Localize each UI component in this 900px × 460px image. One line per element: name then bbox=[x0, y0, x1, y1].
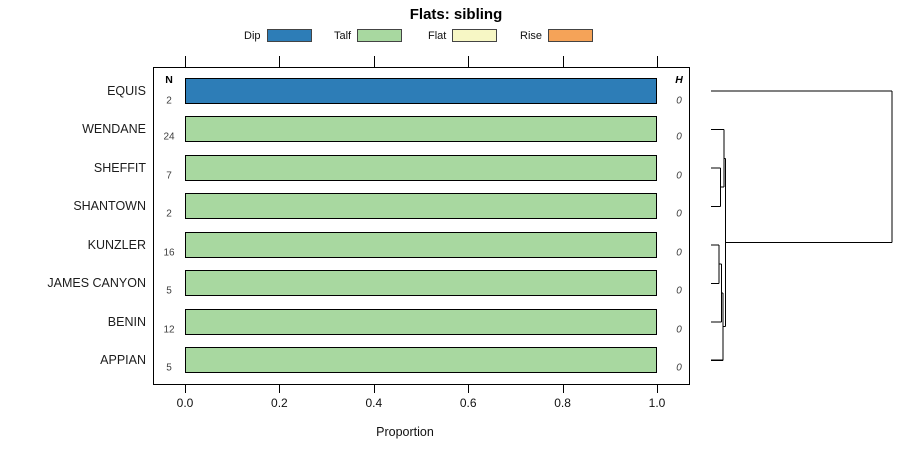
legend-item-talf: Talf bbox=[334, 29, 403, 42]
legend-label: Talf bbox=[334, 29, 352, 42]
category-label: JAMES CANYON bbox=[47, 276, 146, 291]
legend-label: Flat bbox=[428, 29, 447, 42]
h-value: 0 bbox=[676, 362, 682, 374]
legend-label: Dip bbox=[244, 29, 261, 42]
axis-tick bbox=[657, 56, 658, 67]
n-value: 12 bbox=[163, 324, 175, 336]
h-value: 0 bbox=[676, 131, 682, 143]
legend-swatch-rise bbox=[548, 29, 594, 42]
h-value: 0 bbox=[676, 208, 682, 220]
n-value: 5 bbox=[166, 285, 172, 297]
n-column-header: N bbox=[165, 74, 173, 86]
category-label: KUNZLER bbox=[87, 237, 146, 252]
axis-tick bbox=[373, 385, 375, 393]
x-tick-label: 0.0 bbox=[176, 396, 194, 410]
category-label: SHANTOWN bbox=[73, 199, 146, 214]
bar-segment-talf bbox=[185, 116, 657, 143]
n-value: 2 bbox=[166, 208, 172, 220]
category-label: WENDANE bbox=[82, 122, 146, 137]
legend-swatch-flat bbox=[452, 29, 498, 42]
axis-tick bbox=[657, 385, 658, 393]
category-label: EQUIS bbox=[107, 84, 146, 98]
bar-segment-talf bbox=[185, 154, 657, 181]
x-tick-label: 0.4 bbox=[365, 396, 383, 410]
x-tick-label: 0.6 bbox=[459, 396, 477, 410]
h-value: 0 bbox=[676, 324, 682, 336]
category-label: SHEFFIT bbox=[93, 160, 146, 175]
bar-segment-talf bbox=[185, 193, 657, 220]
axis-tick bbox=[185, 385, 186, 393]
h-column-header: H bbox=[675, 74, 683, 86]
legend-item-dip: Dip bbox=[244, 29, 312, 42]
h-value: 0 bbox=[676, 170, 682, 182]
bar-segment-dip bbox=[185, 78, 657, 104]
n-value: 24 bbox=[163, 131, 175, 143]
axis-tick bbox=[562, 385, 564, 393]
bar-segment-talf bbox=[185, 347, 657, 374]
h-value: 0 bbox=[676, 247, 682, 259]
chart-title: Flats: sibling bbox=[409, 6, 503, 23]
bar-segment-talf bbox=[185, 231, 657, 258]
axis-tick bbox=[468, 56, 470, 67]
x-axis-title: Proportion bbox=[376, 425, 434, 439]
legend-item-rise: Rise bbox=[520, 29, 594, 42]
bar-segment-talf bbox=[185, 308, 657, 335]
h-value: 0 bbox=[676, 285, 682, 297]
x-tick-label: 0.2 bbox=[271, 396, 288, 410]
x-tick-label: 1.0 bbox=[648, 396, 666, 410]
axis-tick bbox=[279, 385, 281, 393]
axis-tick bbox=[468, 385, 470, 393]
bar-segment-talf bbox=[185, 270, 657, 297]
legend-item-flat: Flat bbox=[428, 29, 498, 42]
axis-tick bbox=[185, 56, 186, 67]
category-label: BENIN bbox=[107, 314, 146, 329]
axis-tick bbox=[279, 56, 281, 67]
legend-swatch-talf bbox=[357, 29, 403, 42]
n-value: 5 bbox=[166, 362, 172, 374]
axis-tick bbox=[373, 56, 375, 67]
x-tick-label: 0.8 bbox=[554, 396, 571, 410]
plot-area-box bbox=[153, 67, 690, 385]
category-label: APPIAN bbox=[100, 353, 146, 368]
axis-tick bbox=[562, 56, 564, 67]
n-value: 2 bbox=[166, 95, 172, 106]
legend-label: Rise bbox=[520, 29, 543, 42]
h-value: 0 bbox=[676, 95, 682, 106]
n-value: 7 bbox=[166, 170, 172, 182]
legend-swatch-dip bbox=[266, 29, 312, 42]
n-value: 16 bbox=[163, 247, 175, 259]
